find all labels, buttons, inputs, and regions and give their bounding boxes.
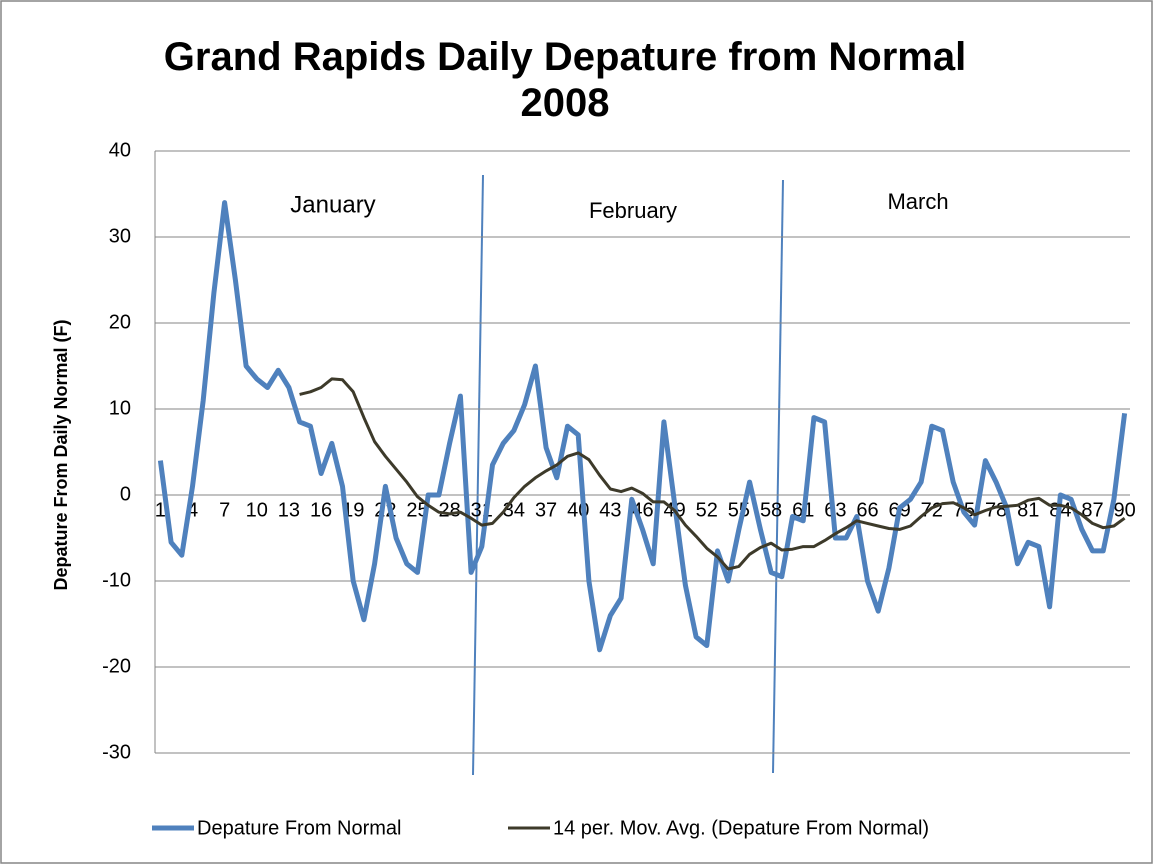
x-tick-label: 10	[246, 499, 268, 521]
y-tick-label: 40	[109, 139, 131, 161]
x-tick-label: 90	[1114, 499, 1136, 521]
x-tick-label: 78	[985, 499, 1007, 521]
x-tick-label: 43	[599, 499, 621, 521]
x-tick-label: 1	[155, 499, 166, 521]
month-divider	[472, 174, 484, 776]
month-label: March	[887, 189, 948, 214]
x-tick-label: 72	[921, 499, 943, 521]
y-tick-label: 30	[109, 225, 131, 247]
x-tick-label: 16	[310, 499, 332, 521]
x-tick-label: 58	[760, 499, 782, 521]
y-tick-label: -30	[102, 741, 131, 763]
data-line	[157, 200, 1128, 653]
month-label: February	[589, 198, 677, 223]
x-tick-label: 7	[219, 499, 230, 521]
month-label: January	[290, 191, 375, 218]
month-divider	[772, 179, 784, 774]
data-line	[299, 377, 1126, 571]
x-tick-label: 87	[1081, 499, 1103, 521]
x-tick-label: 66	[856, 499, 878, 521]
chart-title: Grand Rapids Daily Depature from Normal …	[163, 35, 967, 125]
y-tick-label: 0	[120, 483, 131, 505]
x-tick-label: 81	[1017, 499, 1039, 521]
x-tick-label: 28	[439, 499, 461, 521]
y-tick-label: 10	[109, 397, 131, 419]
x-tick-label: 13	[278, 499, 300, 521]
x-tick-label: 63	[824, 499, 846, 521]
y-tick-label: -10	[102, 569, 131, 591]
y-axis-title: Depature From Daily Normal (F)	[51, 319, 71, 590]
x-tick-label: 4	[187, 499, 198, 521]
y-tick-label: 20	[109, 311, 131, 333]
x-tick-label: 52	[696, 499, 718, 521]
y-tick-label: -20	[102, 655, 131, 677]
legend-label: 14 per. Mov. Avg. (Depature From Normal)	[553, 817, 929, 839]
legend-label: Depature From Normal	[197, 817, 402, 839]
x-tick-label: 37	[535, 499, 557, 521]
